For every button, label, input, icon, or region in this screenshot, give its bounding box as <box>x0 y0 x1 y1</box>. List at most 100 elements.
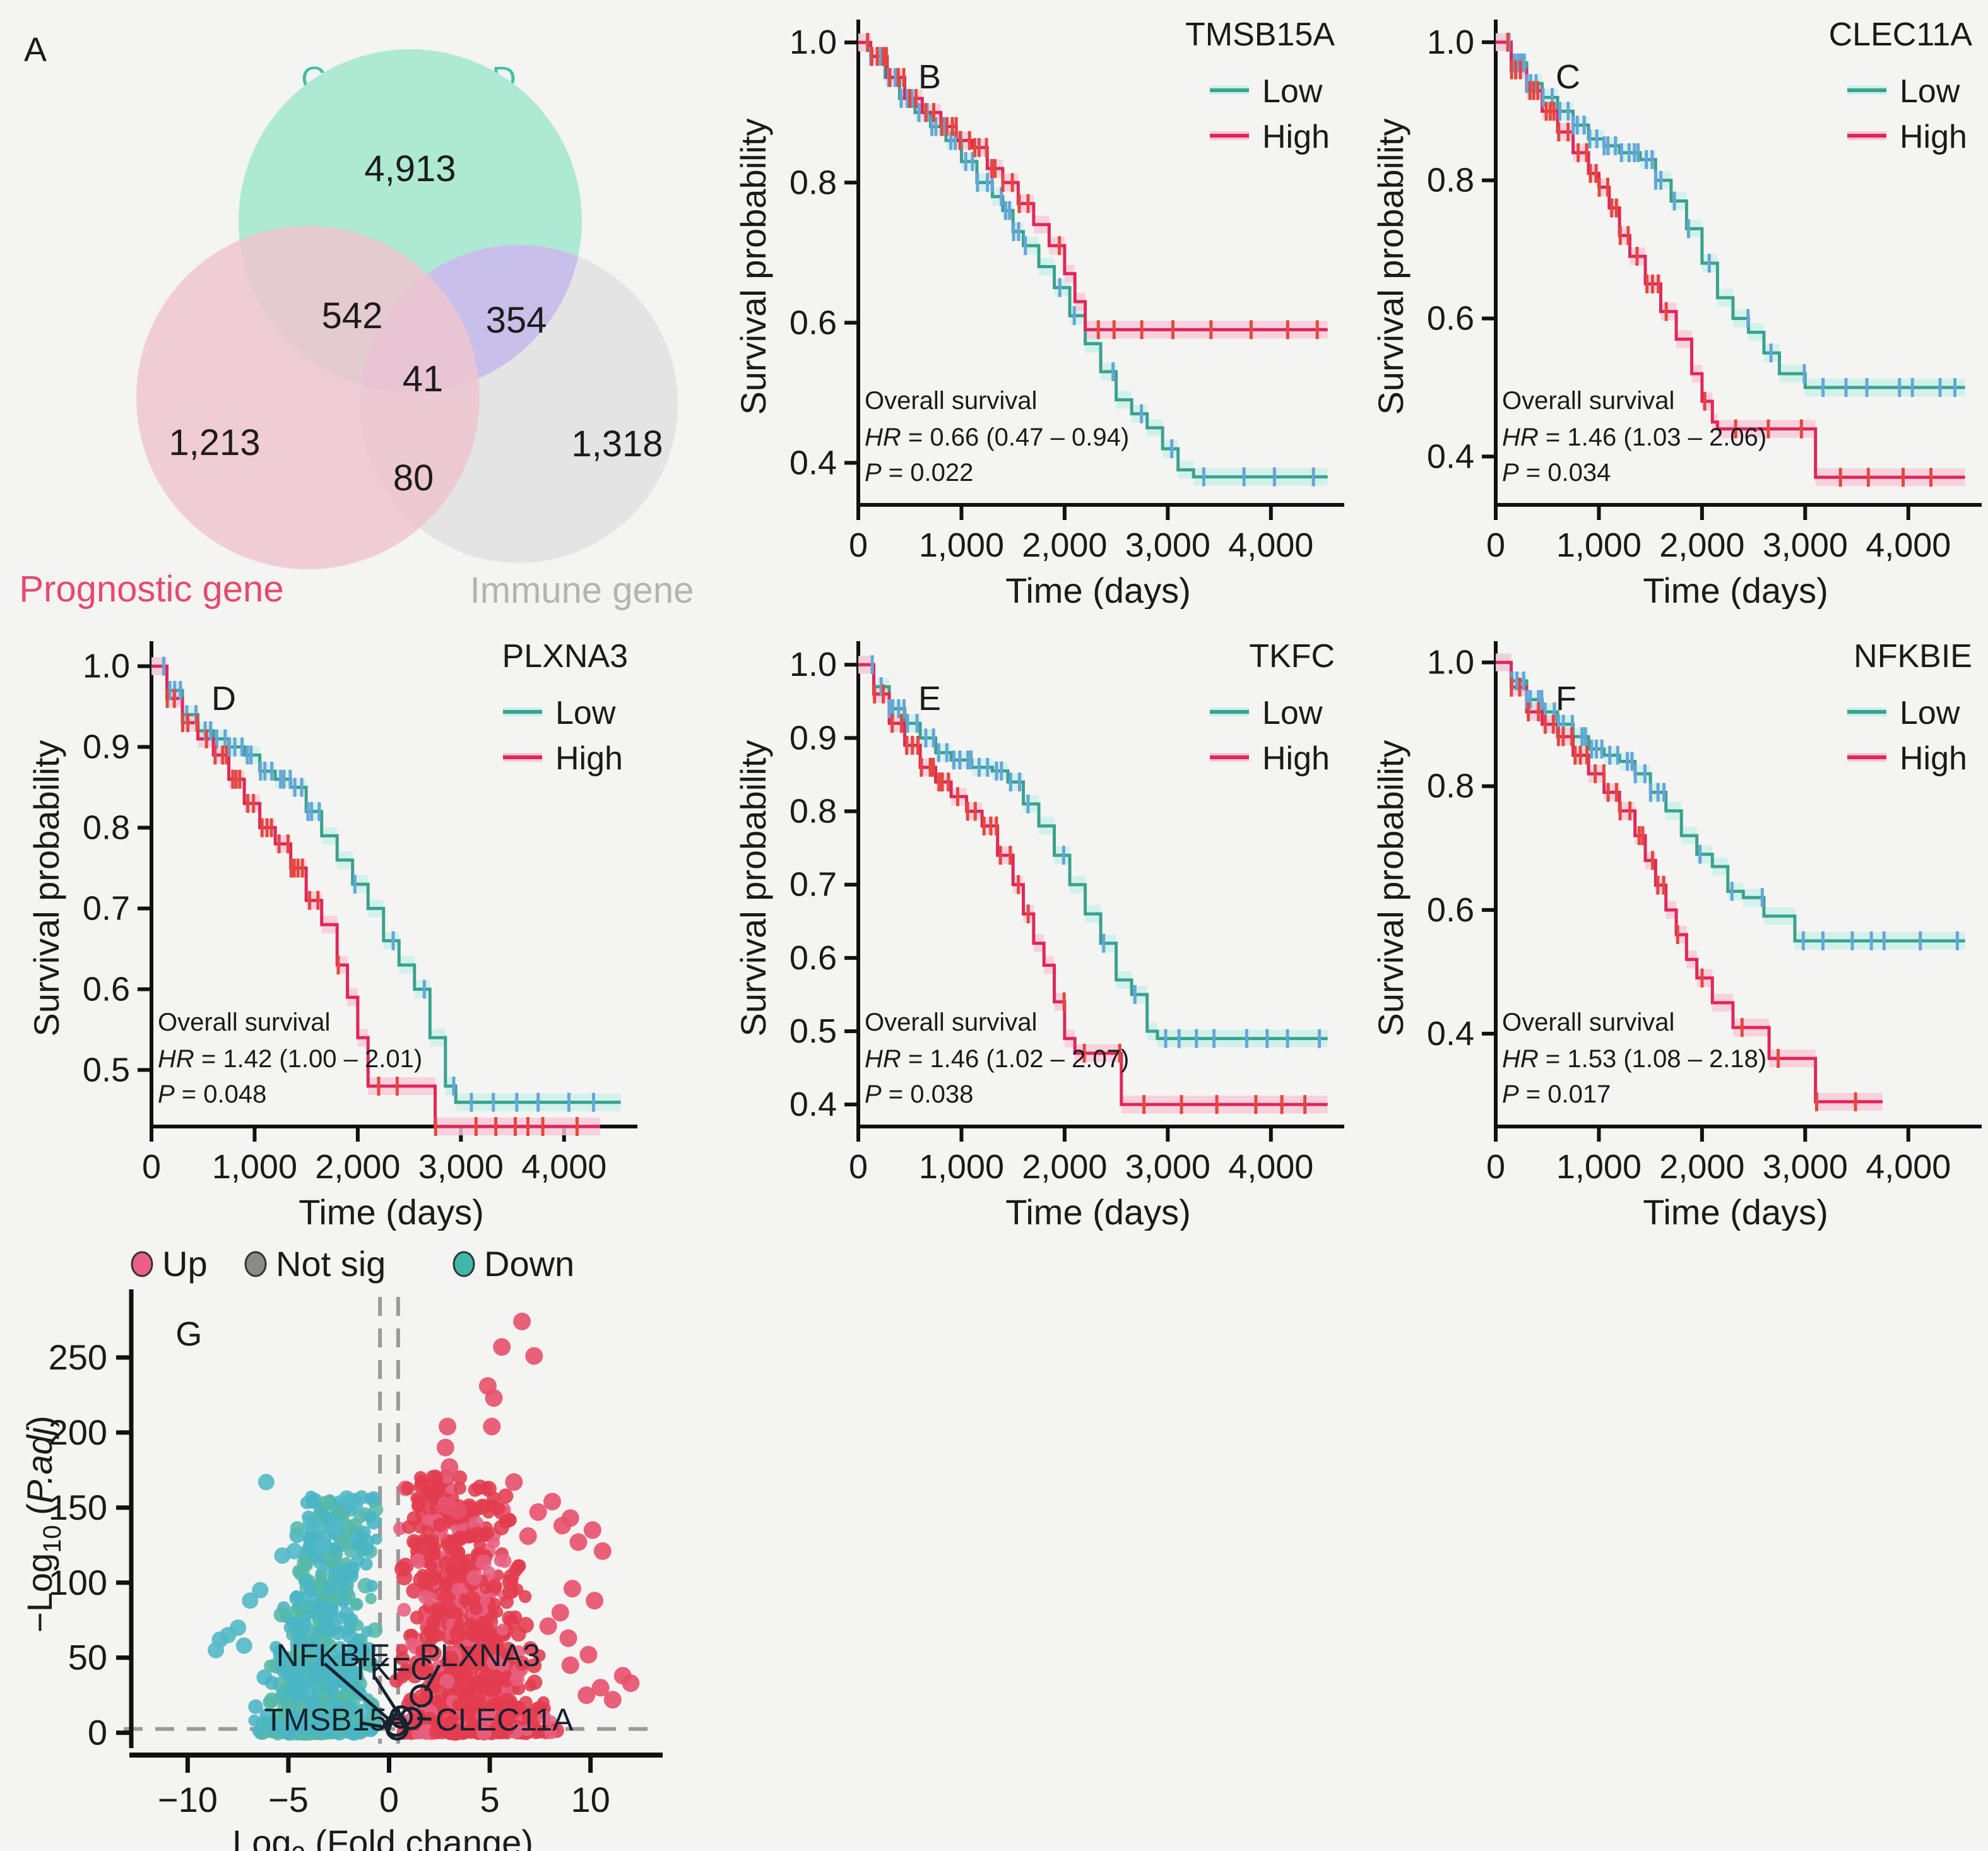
volcano-legend-label: Not sig <box>276 1244 386 1284</box>
gene-callout-line-tmsb15a <box>360 1721 389 1730</box>
km-xaxis-label: Time (days) <box>299 1192 484 1231</box>
km-ytick-label: 0.7 <box>83 889 130 927</box>
gene-marker-circle-clec11a <box>399 1706 423 1730</box>
km-stats-text: Overall survival HR = 1.46 (1.03 – 2.06) P… <box>1502 387 1766 487</box>
km-plot-clec11a: 1.0 0.8 0.6 0.4 0 1,000 2,000 3,000 4,000 Time (d… <box>1371 16 1982 609</box>
km-xaxis-label: Time (days) <box>1005 1192 1191 1231</box>
km-ytick-label: 0.8 <box>83 809 130 847</box>
km-stats-hr: HR = 1.53 (1.08 – 2.18) <box>1502 1045 1766 1073</box>
km-xtick-label: 1,000 <box>1556 1148 1642 1186</box>
km-legend: NFKBIE Low High <box>1847 638 1972 777</box>
km-ytick-label: 0.7 <box>790 866 837 904</box>
km-xtick-label: 4,000 <box>1866 526 1951 564</box>
gene-label-nfkbie: NFKBIE <box>276 1638 391 1673</box>
km-ytick-label: 1.0 <box>790 646 837 683</box>
panel-letter-g: G <box>175 1315 202 1353</box>
panel-letter-e: E <box>918 680 941 718</box>
km-xtick-label: 3,000 <box>1125 1148 1210 1186</box>
km-legend-low-label: Low <box>1900 695 1960 731</box>
venn-count-prognostic-only: 1,213 <box>169 422 260 463</box>
gene-callout-line-nfkbie <box>323 1662 393 1724</box>
km-xtick-label: 2,000 <box>315 1148 400 1186</box>
km-high-censor-marks <box>873 684 1307 1115</box>
volcano-legend-dot-down <box>453 1251 475 1277</box>
volcano-down-points <box>248 1490 384 1741</box>
km-xtick-label: 1,000 <box>919 526 1004 564</box>
km-ytick-label: 0.8 <box>1427 162 1474 199</box>
km-low-censor-marks <box>866 33 1315 487</box>
km-xaxis-label: Time (days) <box>1643 571 1828 609</box>
km-xtick-label: 1,000 <box>919 1148 1004 1186</box>
km-xtick-label: 2,000 <box>1659 526 1744 564</box>
volcano-ytick-label: 0 <box>88 1713 107 1753</box>
km-high-line <box>858 663 1328 1106</box>
km-yaxis-label: Survival probability <box>733 740 773 1037</box>
km-legend-high-label: High <box>1900 740 1967 777</box>
km-ytick-label: 0.8 <box>790 163 837 201</box>
km-xtick-label: 3,000 <box>1763 1148 1848 1186</box>
km-stats-text: Overall survival HR = 1.46 (1.02 – 2.07) P… <box>865 1008 1129 1108</box>
km-ytick-label: 0.4 <box>1427 1015 1474 1053</box>
km-ytick-label: 0.9 <box>790 719 837 757</box>
km-xtick-label: 4,000 <box>1866 1148 1951 1186</box>
km-legend-low-label: Low <box>1900 73 1960 110</box>
km-axes: 1.0 0.8 0.6 0.4 0 1,000 2,000 3,000 4,000 <box>790 20 1344 564</box>
venn-count-all-three: 41 <box>403 358 444 399</box>
gene-callout-line-clec11a <box>417 1717 432 1721</box>
km-axes: 1.0 0.9 0.8 0.7 0.6 0.5 0.4 0 1,000 2,000 3,000 4,0… <box>790 641 1344 1186</box>
km-plot-tmsb15a: 1.0 0.8 0.6 0.4 0 1,000 2,000 3,000 4,000 Time (d… <box>733 16 1344 609</box>
volcano-ytick-label: 250 <box>49 1337 107 1377</box>
volcano-xtick-label: −10 <box>158 1780 218 1819</box>
km-stats-overall-survival: Overall survival <box>1502 387 1674 415</box>
km-legend: CLEC11A Low High <box>1829 16 1973 155</box>
volcano-outlier-points <box>208 1312 640 1709</box>
km-yaxis-label: Survival probability <box>1371 119 1411 415</box>
gene-callout-line-tkfc <box>374 1676 399 1715</box>
km-xtick-label: 2,000 <box>1022 1148 1107 1186</box>
km-legend-high-label: High <box>1900 119 1967 155</box>
volcano-yaxis-label: −Log10 (P.adj) <box>20 1416 66 1633</box>
venn-count-coadread-immune: 354 <box>486 300 547 341</box>
km-low-line <box>1496 40 1965 389</box>
venn-count-coadread-only: 4,913 <box>364 148 456 189</box>
km-low-line <box>858 663 1328 1041</box>
km-ytick-label: 0.6 <box>83 970 130 1008</box>
volcano-legend-label: Down <box>484 1244 574 1284</box>
km-low-censor-marks <box>1510 671 1959 950</box>
panel-letter-d: D <box>211 680 236 718</box>
km-xtick-label: 4,000 <box>1228 526 1313 564</box>
km-stats-text: Overall survival HR = 1.42 (1.00 – 2.01) P… <box>158 1008 422 1108</box>
km-stats-overall-survival: Overall survival <box>865 1008 1037 1036</box>
km-low-band <box>151 657 621 1111</box>
km-xtick-label: 0 <box>849 1148 868 1186</box>
km-stats-text: Overall survival HR = 1.53 (1.08 – 2.18) P… <box>1502 1008 1766 1108</box>
venn-set-label-prognostic: Prognostic gene <box>19 569 283 610</box>
km-ytick-label: 0.4 <box>790 1085 837 1123</box>
km-gene-title: TKFC <box>1249 638 1335 675</box>
km-ytick-label: 0.8 <box>1427 767 1474 805</box>
km-high-censor-marks <box>1510 677 1857 1111</box>
km-gene-title: TMSB15A <box>1185 16 1335 53</box>
volcano-legend-dot-up <box>131 1251 153 1277</box>
km-plot-tkfc: 1.0 0.9 0.8 0.7 0.6 0.5 0.4 0 1,000 2,000 3,000 4,0… <box>733 638 1344 1231</box>
km-yaxis-label: Survival probability <box>733 119 773 415</box>
km-xtick-label: 0 <box>849 526 868 564</box>
gene-marker-circle-tkfc <box>389 1705 413 1729</box>
km-xtick-label: 4,000 <box>521 1148 606 1186</box>
km-ytick-label: 0.6 <box>790 939 837 977</box>
km-ytick-label: 0.5 <box>83 1051 130 1089</box>
km-legend: TKFC Low High <box>1210 638 1335 777</box>
km-xtick-label: 0 <box>1486 526 1505 564</box>
km-legend-low-label: Low <box>1262 73 1323 110</box>
km-xtick-label: 0 <box>142 1148 161 1186</box>
gene-label-clec11a: CLEC11A <box>435 1702 574 1737</box>
gene-label-tmsb15a: TMSB15A <box>264 1702 409 1737</box>
km-stats-p: P = 0.022 <box>865 459 973 487</box>
volcano-xtick-label: 10 <box>571 1780 610 1819</box>
km-plot-nfkbie: 1.0 0.8 0.6 0.4 0 1,000 2,000 3,000 4,000 Time (d… <box>1371 638 1982 1231</box>
km-ytick-label: 0.6 <box>1427 300 1474 338</box>
km-axes: 1.0 0.9 0.8 0.7 0.6 0.5 0 1,000 2,000 3,000 4,000 <box>83 641 637 1186</box>
volcano-legend-dot-not-sig <box>244 1251 267 1277</box>
km-high-band <box>1496 653 1883 1111</box>
